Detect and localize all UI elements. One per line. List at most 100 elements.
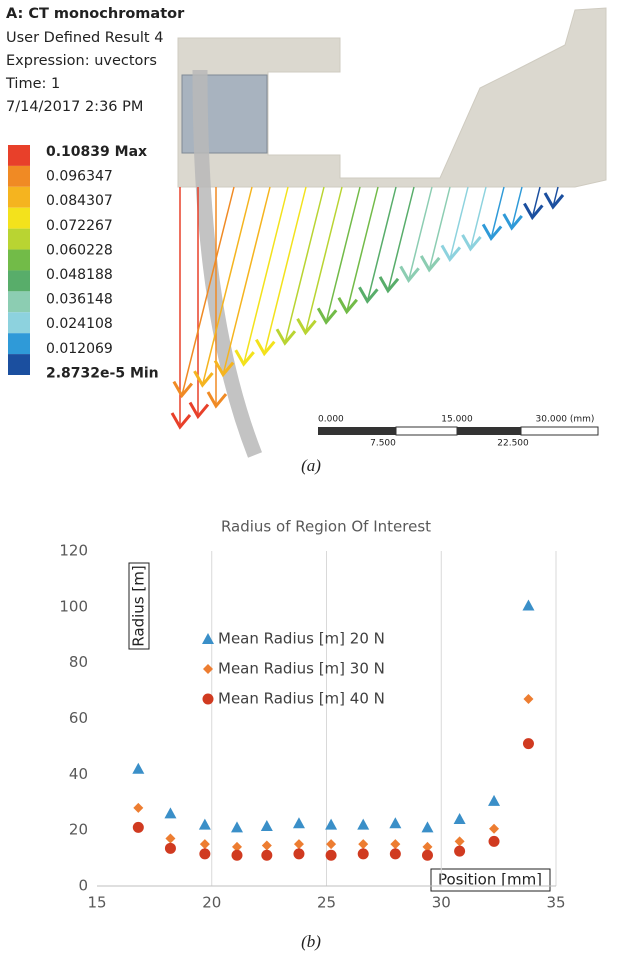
vector-head xyxy=(337,297,358,315)
beam xyxy=(192,69,262,458)
vector-head xyxy=(188,401,210,420)
marker xyxy=(199,839,210,850)
vector-head xyxy=(316,307,338,325)
marker xyxy=(325,849,337,861)
marker xyxy=(261,849,273,861)
marker xyxy=(358,839,369,850)
y-tick-label: 40 xyxy=(69,765,88,783)
y-tick-label: 80 xyxy=(69,653,88,671)
vector-arrow xyxy=(201,186,253,386)
legend-label: 0.036148 xyxy=(46,292,113,308)
vector-head xyxy=(296,317,317,336)
legend-swatch xyxy=(8,249,30,271)
y-label-box xyxy=(128,562,150,650)
legend-label: 0.10839 Max xyxy=(46,144,147,160)
vector-arrow xyxy=(469,186,487,250)
x-label-box xyxy=(430,868,551,892)
simulation-geometry xyxy=(170,7,607,458)
x-tick-label: 35 xyxy=(546,894,565,912)
legend-label: 0.012069 xyxy=(46,341,113,357)
marker xyxy=(489,823,500,834)
marker xyxy=(260,819,273,831)
scale-label: 22.500 xyxy=(497,439,529,449)
legend-swatch xyxy=(8,165,30,187)
legend-label: 2.8732e-5 Min xyxy=(46,365,159,381)
vector-head xyxy=(440,244,462,263)
marker xyxy=(230,821,243,833)
x-tick-label: 25 xyxy=(317,894,336,912)
vector-head xyxy=(193,370,214,388)
y-tick-label: 100 xyxy=(59,597,88,615)
legend-swatch xyxy=(8,270,30,292)
scale-label: 7.500 xyxy=(370,439,396,449)
marker xyxy=(421,821,434,833)
vector-arrow xyxy=(346,186,379,312)
vector-arrow xyxy=(366,186,397,302)
marker xyxy=(165,833,176,844)
vector-head xyxy=(206,391,228,409)
legend-swatch xyxy=(8,333,30,355)
y-tick-label: 20 xyxy=(69,821,88,839)
marker xyxy=(133,802,144,813)
vector-arrow xyxy=(407,186,433,281)
vector-head xyxy=(481,223,503,242)
marker xyxy=(325,818,338,830)
marker xyxy=(454,845,466,857)
marker xyxy=(132,762,145,774)
vector-head xyxy=(172,380,194,399)
marker xyxy=(292,817,305,829)
vector-head xyxy=(213,359,235,378)
vector-head xyxy=(419,255,441,273)
marker xyxy=(523,693,534,704)
marker xyxy=(231,849,243,861)
caption: (b) xyxy=(301,932,321,951)
marker xyxy=(199,848,211,860)
legend-label: 0.048188 xyxy=(46,267,113,283)
time: Time: 1 xyxy=(5,76,60,92)
marker xyxy=(454,836,465,847)
legend-label: 0.060228 xyxy=(46,242,113,258)
vector-arrow xyxy=(449,186,469,260)
scale-segment xyxy=(520,426,599,436)
vector-arrow xyxy=(325,186,361,323)
marker xyxy=(164,842,176,854)
legend-label: 0.096347 xyxy=(46,169,113,185)
legend-label: Mean Radius [m] 20 N xyxy=(218,630,385,648)
result-title: A: CT monochromator xyxy=(6,6,185,22)
vector-head xyxy=(523,202,544,221)
marker xyxy=(231,841,242,852)
vector-arrow xyxy=(428,186,451,271)
marker xyxy=(198,818,211,830)
caption: (a) xyxy=(301,456,321,475)
vector-head xyxy=(502,213,523,231)
marker xyxy=(389,848,401,860)
scale-bar: 0.000 15.000 30.000 (mm) 7.500 22.500 xyxy=(318,415,599,449)
vector-field xyxy=(170,186,565,430)
marker xyxy=(203,664,213,674)
y-tick-label: 120 xyxy=(59,542,88,560)
vector-head xyxy=(170,412,192,430)
scale-segment xyxy=(457,427,521,435)
vector-arrow xyxy=(222,186,271,375)
legend-swatch xyxy=(8,145,30,166)
vector-arrow xyxy=(242,186,289,365)
marker xyxy=(261,840,272,851)
vector-head xyxy=(358,286,379,304)
marker xyxy=(421,849,433,861)
vector-arrow xyxy=(263,186,307,354)
vector-head xyxy=(399,265,420,283)
legend-swatch xyxy=(8,186,30,208)
date: 7/14/2017 2:36 PM xyxy=(6,99,143,115)
legend-label: Mean Radius [m] 30 N xyxy=(218,660,385,678)
marker xyxy=(488,835,500,847)
vector-head xyxy=(378,276,400,294)
y-tick-label: 60 xyxy=(69,709,88,727)
vector-arrow xyxy=(304,186,343,333)
marker xyxy=(357,818,370,830)
vector-head xyxy=(275,328,297,346)
marker xyxy=(522,599,535,611)
legend-label: 0.024108 xyxy=(46,316,113,332)
result-name: User Defined Result 4 xyxy=(6,30,163,46)
scale-label: 15.000 xyxy=(441,415,473,425)
legend-swatch xyxy=(8,354,30,375)
